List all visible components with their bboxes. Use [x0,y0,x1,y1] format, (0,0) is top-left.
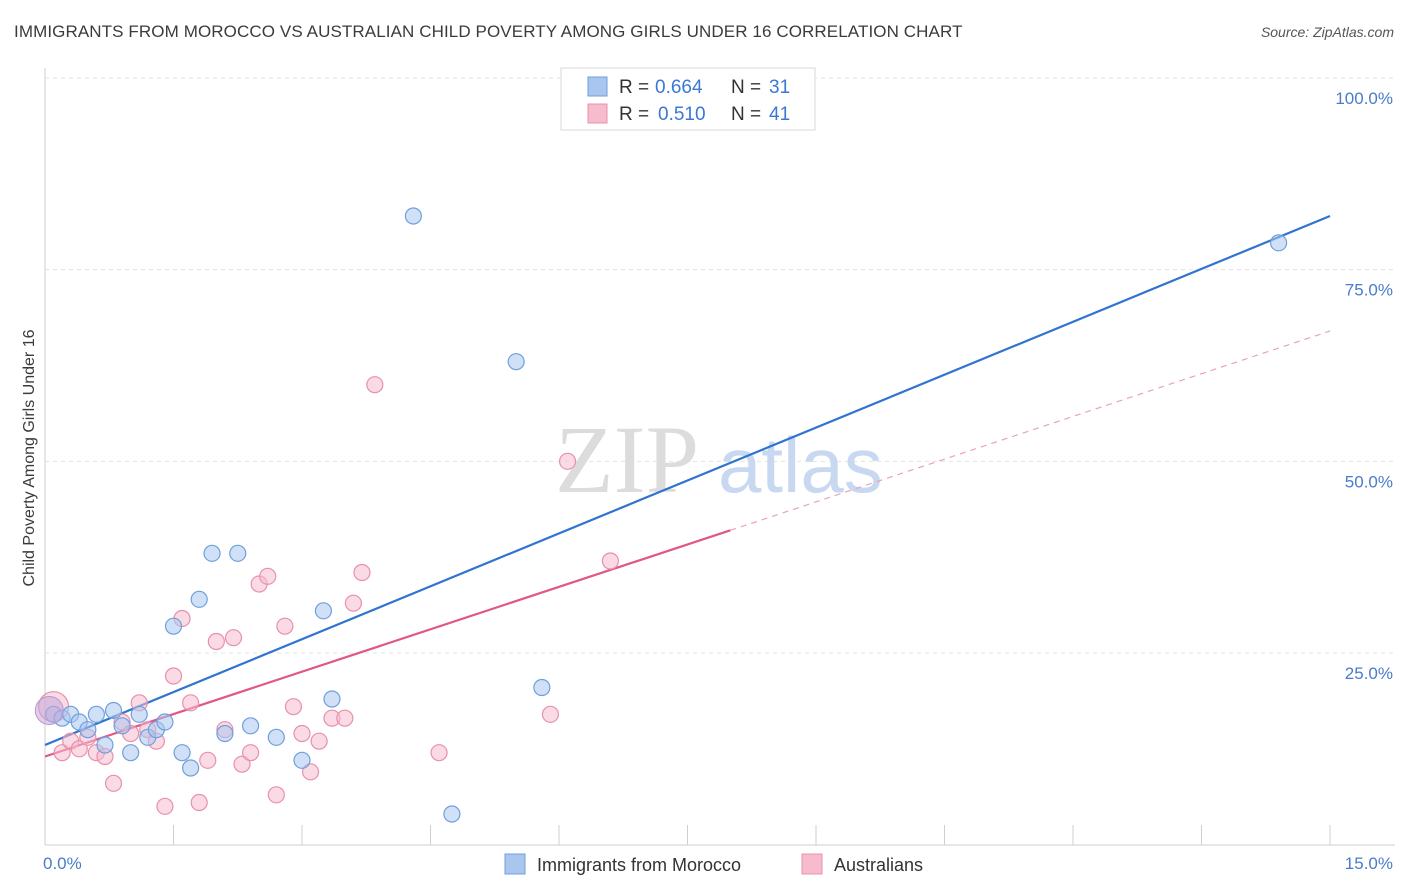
bottom-legend-label-morocco: Immigrants from Morocco [537,855,741,875]
point-australians [284,698,303,716]
point-australians [366,376,384,394]
point-australians [267,786,285,804]
chart-title: IMMIGRANTS FROM MOROCCO VS AUSTRALIAN CH… [14,22,963,41]
point-australians [164,667,183,685]
legend-r-label-1: R = [619,77,649,98]
trend-line-morocco [44,214,1331,747]
point-australians [199,751,217,769]
legend-n-label-1: N = [731,77,761,98]
point-australians [207,632,225,651]
point-morocco [203,544,221,562]
point-morocco [216,724,234,743]
point-morocco [113,717,131,735]
point-australians [190,793,208,812]
point-morocco [323,690,341,708]
tick-labels: 100.0% 75.0% 50.0% 25.0% 0.0% 15.0% [43,89,1393,873]
point-morocco [79,721,97,739]
point-australians [293,724,311,743]
point-australians [310,732,328,750]
legend-swatch-morocco [587,76,608,97]
point-morocco [229,544,247,562]
point-morocco [96,736,114,754]
y-axis-title: Child Poverty Among Girls Under 16 [21,329,38,586]
data-points [34,207,1288,823]
point-morocco [404,207,422,225]
watermark-zip: ZIP [555,406,699,513]
x-tick-label-min: 0.0% [43,854,82,873]
point-australians [104,774,123,792]
y-tick-label: 25.0% [1345,664,1393,683]
point-australians [276,617,294,635]
point-morocco [267,728,285,746]
point-australians [430,744,448,762]
point-morocco [104,701,123,720]
point-overlap [34,696,64,725]
point-morocco [122,744,140,762]
point-australians [182,694,200,712]
point-australians [558,452,577,470]
point-morocco [242,717,260,735]
point-morocco [173,744,191,762]
y-tick-label: 75.0% [1345,281,1393,300]
point-australians [70,740,88,758]
point-australians [259,567,277,585]
legend-n-label-2: N = [731,104,761,125]
bottom-swatch-australians [801,853,823,875]
watermark-atlas: atlas [718,421,883,509]
point-australians [353,563,371,582]
bottom-legend-label-australians: Australians [834,855,923,875]
point-morocco [533,678,551,697]
point-australians [301,763,320,781]
point-australians [224,629,243,647]
point-morocco [314,602,333,620]
legend-bottom: Immigrants from Morocco Australians [504,853,923,875]
source-label: Source: ZipAtlas.com [1260,24,1394,40]
legend-top: R = 0.664 N = 31 R = 0.510 N = 41 [560,67,816,131]
point-morocco [87,705,106,723]
point-morocco [293,751,311,769]
point-morocco [190,590,208,608]
y-tick-label: 100.0% [1335,89,1393,108]
y-tick-label: 50.0% [1345,472,1393,491]
x-tick-label-max: 15.0% [1345,854,1393,873]
point-morocco [130,705,148,723]
gridlines [45,77,1395,654]
point-morocco [507,353,525,371]
legend-r-label-2: R = [619,104,649,125]
point-australians [156,797,174,815]
point-australians [336,709,354,727]
bottom-swatch-morocco [504,853,526,875]
point-morocco [1269,234,1288,252]
legend-n-value-2: 41 [769,104,790,125]
point-australians [53,744,71,762]
legend-r-value-1: 0.664 [655,77,703,98]
point-morocco [164,617,183,635]
point-australians [344,594,362,612]
point-morocco [156,713,174,731]
point-australians [541,705,560,723]
legend-r-value-2: 0.510 [658,104,706,125]
point-australians [242,744,260,762]
legend-swatch-australians [587,103,608,124]
point-morocco [182,759,200,777]
point-australians [601,552,620,570]
point-morocco [443,805,461,823]
legend-n-value-1: 31 [769,77,790,98]
point-australians [233,755,251,773]
